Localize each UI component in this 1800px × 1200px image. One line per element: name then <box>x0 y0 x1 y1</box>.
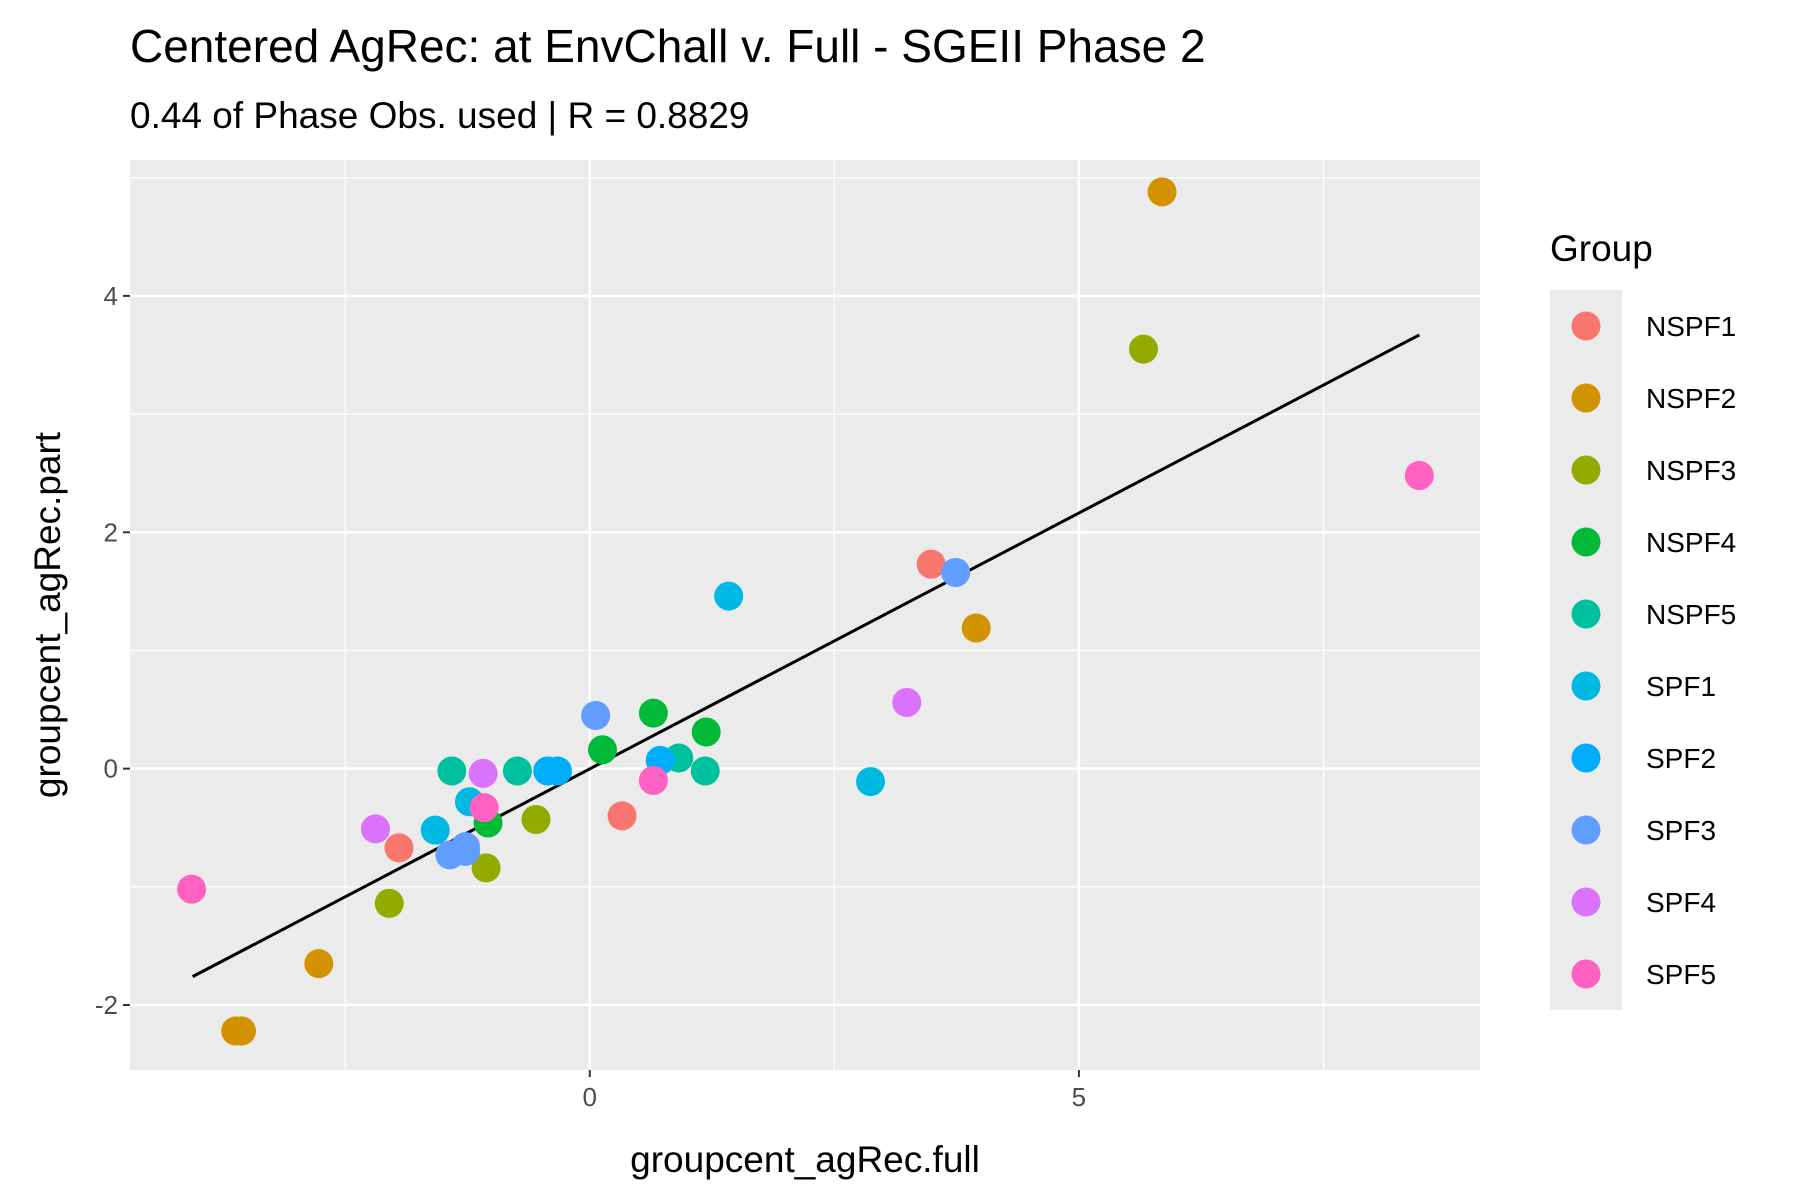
data-point-spf5 <box>1404 461 1434 491</box>
data-point-nspf4 <box>638 698 668 728</box>
legend-key-spf1 <box>1571 671 1601 701</box>
data-point-nspf2 <box>221 1016 251 1046</box>
data-point-nspf4 <box>691 717 721 747</box>
data-point-spf1 <box>714 581 744 611</box>
legend-label-spf4: SPF4 <box>1646 887 1716 918</box>
data-point-spf4 <box>892 687 922 717</box>
legend-items: NSPF1 NSPF2 NSPF3 NSPF4 NSPF5 SPF1 SPF2 SPF3 SPF… <box>1571 311 1736 990</box>
data-point-nspf1 <box>607 801 637 831</box>
x-tick-label: 5 <box>1072 1082 1086 1112</box>
legend-label-nspf2: NSPF2 <box>1646 383 1736 414</box>
legend-label-spf3: SPF3 <box>1646 815 1716 846</box>
data-point-nspf3 <box>521 804 551 834</box>
data-point-spf3 <box>941 557 971 587</box>
y-tick-label: 2 <box>104 517 118 547</box>
x-axis-title: groupcent_agRec.full <box>630 1139 980 1180</box>
data-point-nspf3 <box>1128 334 1158 364</box>
minor-gridlines <box>130 160 1480 1070</box>
legend-key-nspf4 <box>1571 527 1601 557</box>
data-point-nspf5 <box>502 756 532 786</box>
chart-title: Centered AgRec: at EnvChall v. Full - SG… <box>130 20 1206 72</box>
y-tick-label: -2 <box>95 990 118 1020</box>
legend-label-spf5: SPF5 <box>1646 959 1716 990</box>
data-point-spf5 <box>638 765 668 795</box>
data-point-nspf3 <box>471 853 501 883</box>
legend-key-nspf1 <box>1571 311 1601 341</box>
legend: Group NSPF1 NSPF2 NSPF3 NSPF4 NSPF5 SPF1 SPF2 S… <box>1550 228 1736 1010</box>
legend-key-spf4 <box>1571 887 1601 917</box>
data-point-spf1 <box>420 815 450 845</box>
data-point-spf5 <box>469 793 499 823</box>
legend-label-spf1: SPF1 <box>1646 671 1716 702</box>
data-point-nspf1 <box>916 549 946 579</box>
data-point-spf3 <box>581 700 611 730</box>
y-tick-label: 0 <box>104 754 118 784</box>
data-point-spf4 <box>361 814 391 844</box>
legend-key-nspf5 <box>1571 599 1601 629</box>
legend-label-spf2: SPF2 <box>1646 743 1716 774</box>
legend-title: Group <box>1550 228 1653 269</box>
data-point-nspf3 <box>374 888 404 918</box>
chart-subtitle: 0.44 of Phase Obs. used | R = 0.8829 <box>130 95 750 136</box>
legend-label-nspf4: NSPF4 <box>1646 527 1736 558</box>
legend-key-nspf2 <box>1571 383 1601 413</box>
data-point-spf2 <box>543 756 572 786</box>
major-gridlines <box>130 160 1480 1070</box>
data-point-nspf2 <box>1147 177 1177 207</box>
legend-label-nspf3: NSPF3 <box>1646 455 1736 486</box>
fit-line-layer <box>191 333 1421 978</box>
data-point-nspf4 <box>588 735 617 765</box>
data-point-spf5 <box>177 874 207 904</box>
y-axis-title: groupcent_agRec.part <box>27 431 68 798</box>
legend-key-spf5 <box>1571 959 1601 989</box>
data-point-nspf2 <box>961 613 991 643</box>
x-tick-label: 0 <box>583 1082 597 1112</box>
plot-panel <box>130 160 1480 1070</box>
data-point-spf1 <box>856 767 886 797</box>
data-point-spf4 <box>468 758 498 788</box>
data-point-nspf1 <box>384 833 414 863</box>
legend-key-spf2 <box>1571 743 1601 773</box>
legend-label-nspf5: NSPF5 <box>1646 599 1736 630</box>
legend-key-nspf3 <box>1571 455 1601 485</box>
y-tick-label: 4 <box>104 281 118 311</box>
data-point-spf3 <box>451 836 481 866</box>
legend-key-spf3 <box>1571 815 1601 845</box>
y-axis: -2 0 2 4 <box>95 281 130 1020</box>
points-layer <box>177 177 1434 1046</box>
regression-line <box>191 333 1421 978</box>
data-point-nspf2 <box>304 949 334 979</box>
data-point-nspf5 <box>690 756 720 786</box>
legend-label-nspf1: NSPF1 <box>1646 311 1736 342</box>
data-point-nspf5 <box>437 756 467 786</box>
